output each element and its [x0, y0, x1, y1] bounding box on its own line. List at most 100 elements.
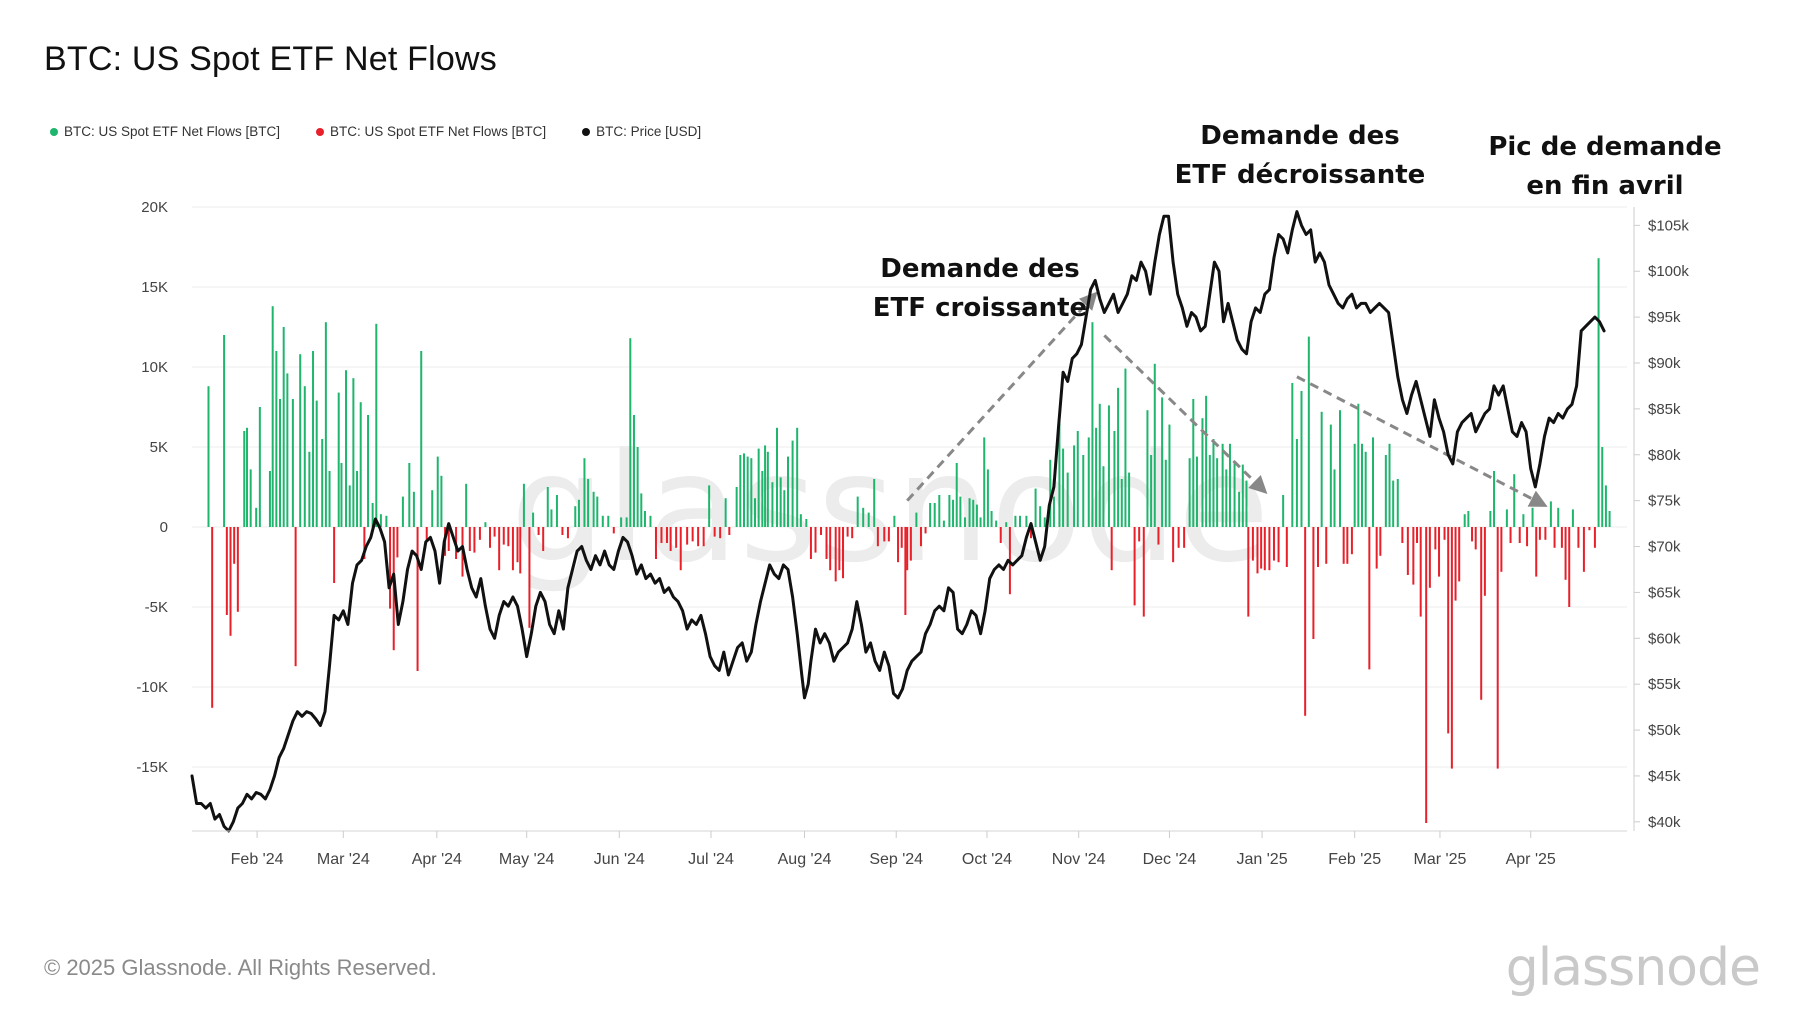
inflow-bar	[1228, 443, 1231, 527]
inflow-bar	[1597, 258, 1600, 527]
inflow-bar	[607, 515, 610, 527]
x-tick-label: Aug '24	[778, 851, 832, 868]
outflow-bar	[1251, 527, 1254, 561]
outflow-bar	[502, 527, 505, 545]
legend-item-inflows[interactable]: BTC: US Spot ETF Net Flows [BTC]	[50, 124, 280, 139]
inflow-bar	[629, 338, 632, 527]
inflow-bar	[1025, 515, 1028, 527]
x-tick-label: Jun '24	[594, 851, 645, 868]
outflow-bar	[229, 527, 232, 636]
inflow-bar	[1205, 395, 1208, 527]
inflow-bar	[1353, 443, 1356, 527]
inflow-bar	[1150, 455, 1153, 527]
outflow-bar	[1526, 527, 1529, 547]
inflow-bar	[356, 471, 359, 527]
y-right-tick-label: $45k	[1648, 768, 1681, 785]
inflow-bar	[1339, 410, 1341, 527]
inflow-dot-icon	[50, 127, 58, 136]
inflow-bar	[986, 469, 989, 527]
inflow-bar	[990, 511, 993, 527]
inflow-bar	[959, 496, 962, 527]
outflow-bar	[1438, 527, 1441, 577]
inflow-bar	[799, 514, 802, 527]
outflow-bar	[516, 527, 519, 563]
outflow-bar	[825, 527, 828, 559]
outflow-bar	[1277, 527, 1280, 563]
inflow-bar	[1087, 437, 1090, 527]
inflow-bar	[933, 503, 936, 527]
inflow-bar	[1320, 411, 1323, 527]
inflow-bar	[791, 440, 794, 527]
outflow-bar	[669, 527, 672, 551]
y-left-tick-label: 5K	[150, 439, 168, 456]
inflow-bar	[337, 392, 340, 527]
outflow-dot-icon	[316, 127, 325, 136]
inflow-bar	[766, 451, 769, 527]
inflow-bar	[207, 386, 210, 527]
inflow-bar	[995, 520, 998, 527]
inflow-bar	[1195, 456, 1198, 527]
inflow-bar	[243, 431, 246, 527]
x-tick-label: Jul '24	[688, 851, 734, 868]
outflow-bar	[1133, 527, 1136, 606]
outflow-bar	[1564, 527, 1567, 580]
inflow-bar	[1513, 474, 1516, 527]
inflow-bar	[929, 503, 932, 527]
inflow-bar	[649, 515, 652, 527]
inflow-bar	[440, 475, 443, 527]
inflow-bar	[340, 463, 343, 527]
outflow-bar	[1538, 527, 1541, 540]
inflow-bar	[308, 451, 311, 527]
inflow-bar	[1188, 458, 1191, 527]
inflow-bar	[1384, 455, 1387, 527]
outflow-bar	[846, 527, 849, 537]
inflow-bar	[275, 351, 278, 527]
inflow-bar	[348, 485, 351, 527]
inflow-bar	[1014, 515, 1017, 527]
inflow-bar	[401, 496, 404, 527]
watermark: glassnode	[510, 422, 1269, 596]
inflow-bar	[550, 509, 553, 527]
inflow-bar	[352, 378, 355, 527]
legend-item-outflows[interactable]: BTC: US Spot ETF Net Flows [BTC]	[316, 124, 546, 139]
inflow-bar	[601, 515, 604, 527]
y-right-tick-label: $100k	[1648, 263, 1689, 280]
inflow-bar	[1388, 443, 1391, 527]
inflow-bar	[1005, 522, 1008, 527]
inflow-bar	[856, 496, 859, 527]
annotation-growing-demand: Demande des ETF croissante	[850, 250, 1110, 328]
inflow-bar	[465, 483, 468, 527]
inflow-bar	[321, 439, 324, 527]
inflow-bar	[1073, 445, 1076, 527]
inflow-bar	[1608, 511, 1611, 527]
outflow-bar	[1428, 527, 1431, 588]
inflow-bar	[787, 456, 790, 527]
inflow-bar	[753, 498, 756, 527]
inflow-bar	[577, 499, 580, 527]
inflow-bar	[1601, 447, 1604, 527]
inflow-bar	[968, 498, 971, 527]
outflow-bar	[1177, 527, 1180, 548]
outflow-bar	[528, 527, 531, 628]
price-dot-icon	[582, 127, 591, 136]
inflow-bar	[1282, 495, 1285, 527]
inflow-bar	[1233, 463, 1236, 527]
y-right-tick-label: $60k	[1648, 630, 1681, 647]
annotation-peak-line2: en fin avril	[1526, 171, 1684, 201]
inflow-bar	[345, 370, 348, 527]
inflow-bar	[522, 483, 525, 527]
outflow-bar	[396, 527, 399, 558]
inflow-bar	[1571, 509, 1574, 527]
x-tick-label: Apr '24	[412, 851, 462, 868]
inflow-bar	[223, 335, 226, 527]
outflow-bar	[1577, 527, 1580, 548]
inflow-bar	[1192, 399, 1195, 527]
inflow-bar	[1357, 403, 1360, 527]
inflow-bar	[258, 407, 261, 527]
inflow-bar	[1076, 431, 1079, 527]
inflow-bar	[771, 482, 774, 527]
legend-item-price[interactable]: BTC: Price [USD]	[582, 124, 701, 139]
x-tick-label: May '24	[499, 851, 555, 868]
inflow-bar	[1216, 458, 1219, 527]
outflow-bar	[1582, 527, 1585, 572]
